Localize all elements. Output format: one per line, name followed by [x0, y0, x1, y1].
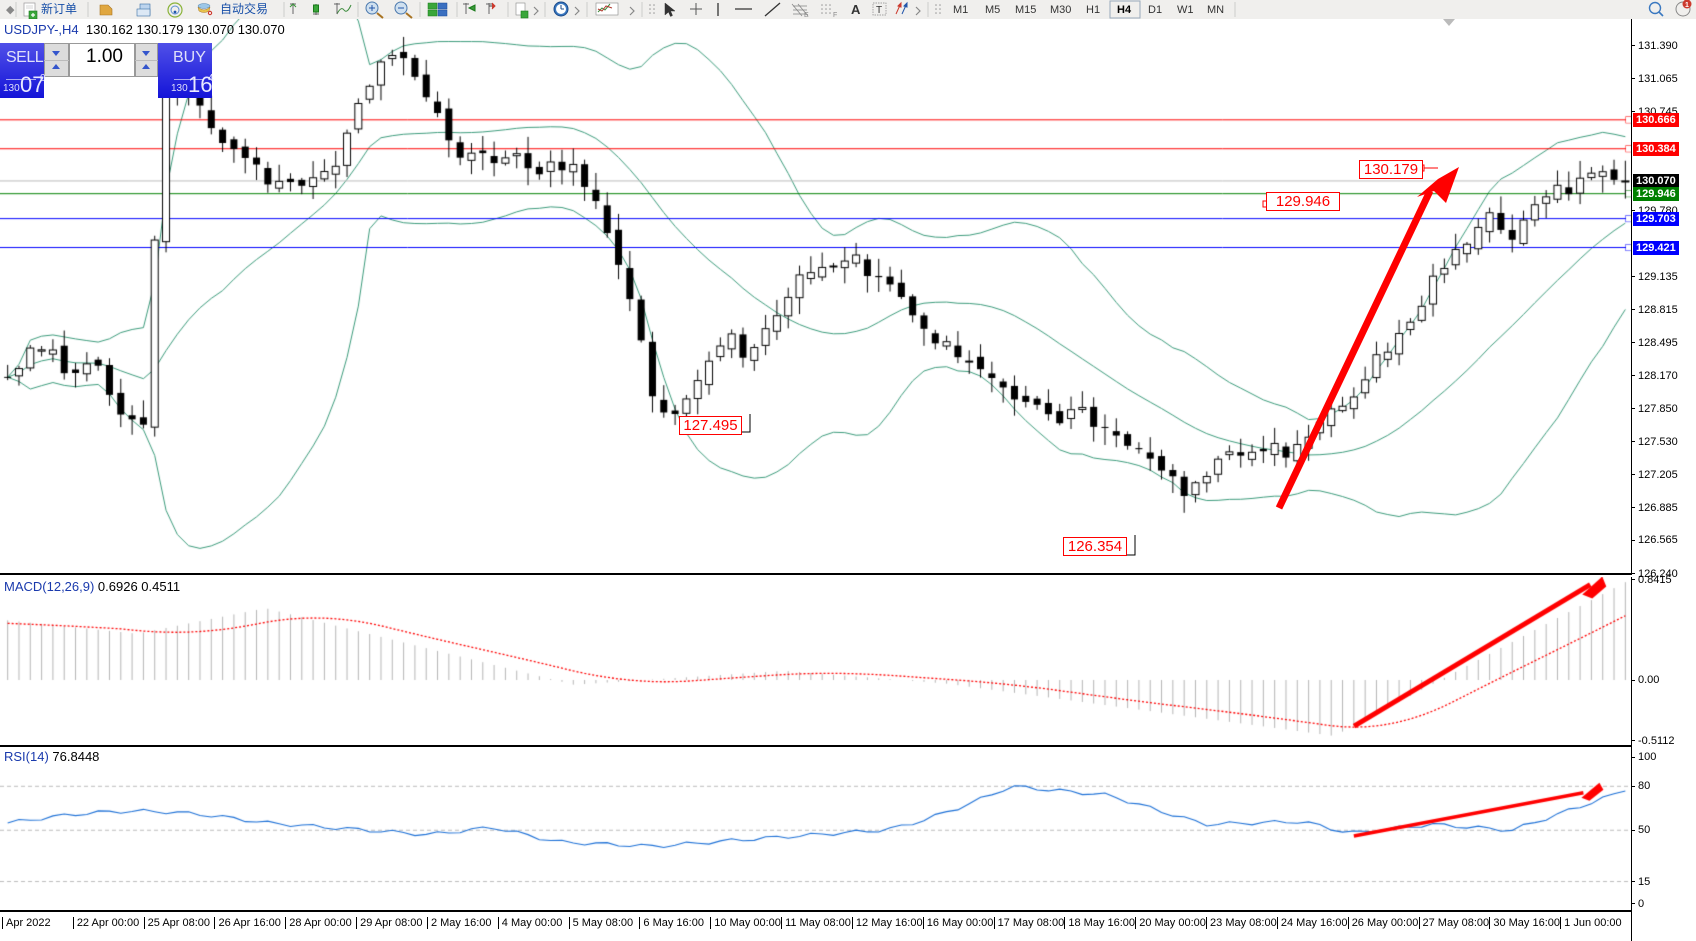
svg-text:A: A — [851, 2, 861, 17]
svg-text:MN: MN — [1207, 4, 1224, 16]
svg-text:E: E — [804, 12, 809, 19]
svg-text:1: 1 — [1685, 2, 1689, 9]
svg-text:M5: M5 — [985, 4, 1000, 16]
svg-text:◆: ◆ — [6, 4, 15, 16]
svg-text:D1: D1 — [1148, 4, 1162, 16]
svg-text:F: F — [833, 12, 837, 19]
svg-text:自动交易: 自动交易 — [220, 1, 268, 16]
svg-text:H4: H4 — [1117, 4, 1132, 16]
svg-text:H1: H1 — [1086, 4, 1100, 16]
svg-text:T: T — [876, 5, 882, 16]
svg-text:M15: M15 — [1015, 4, 1036, 16]
svg-text:新订单: 新订单 — [41, 1, 77, 16]
svg-text:M30: M30 — [1050, 4, 1071, 16]
svg-text:M1: M1 — [953, 4, 968, 16]
svg-text:W1: W1 — [1177, 4, 1194, 16]
